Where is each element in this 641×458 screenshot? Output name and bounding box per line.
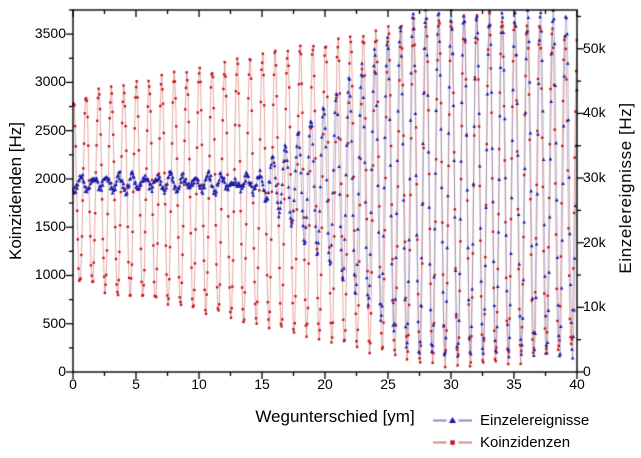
legend-item-einzelereignisse: Einzelereignisse xyxy=(480,412,590,429)
y-axis-label-left: Koinzidenden [Hz] xyxy=(6,122,25,260)
y-left-tick-label: 2000 xyxy=(34,169,66,186)
y-left-tick-label: 3500 xyxy=(34,25,66,42)
x-tick-label: 5 xyxy=(132,376,140,392)
x-axis-label: Wegunterschied [ym] xyxy=(255,407,415,426)
y-right-tick-label: 30k xyxy=(583,169,606,186)
y-left-tick-label: 3000 xyxy=(34,73,66,90)
y-left-tick-label: 1000 xyxy=(34,266,66,283)
x-tick-label: 10 xyxy=(191,376,207,392)
y-left-tick-label: 2500 xyxy=(34,121,66,138)
x-tick-label: 20 xyxy=(317,376,333,392)
y-left-tick-label: 0 xyxy=(58,363,66,379)
x-tick-label: 0 xyxy=(69,376,77,392)
x-tick-label: 40 xyxy=(569,376,585,392)
x-tick-label: 35 xyxy=(506,376,522,392)
y-right-tick-label: 0 xyxy=(583,363,591,379)
y-right-tick-label: 50k xyxy=(583,39,606,56)
legend-item-koinzidenzen: Koinzidenzen xyxy=(480,434,571,451)
y-right-tick-label: 40k xyxy=(583,104,606,121)
y-left-tick-label: 1500 xyxy=(34,218,66,235)
x-tick-label: 15 xyxy=(254,376,270,392)
x-tick-label: 30 xyxy=(443,376,459,392)
y-left-tick-label: 500 xyxy=(42,314,66,331)
y-right-tick-label: 20k xyxy=(583,233,606,250)
y-right-tick-label: 10k xyxy=(583,298,606,315)
x-tick-label: 25 xyxy=(380,376,396,392)
